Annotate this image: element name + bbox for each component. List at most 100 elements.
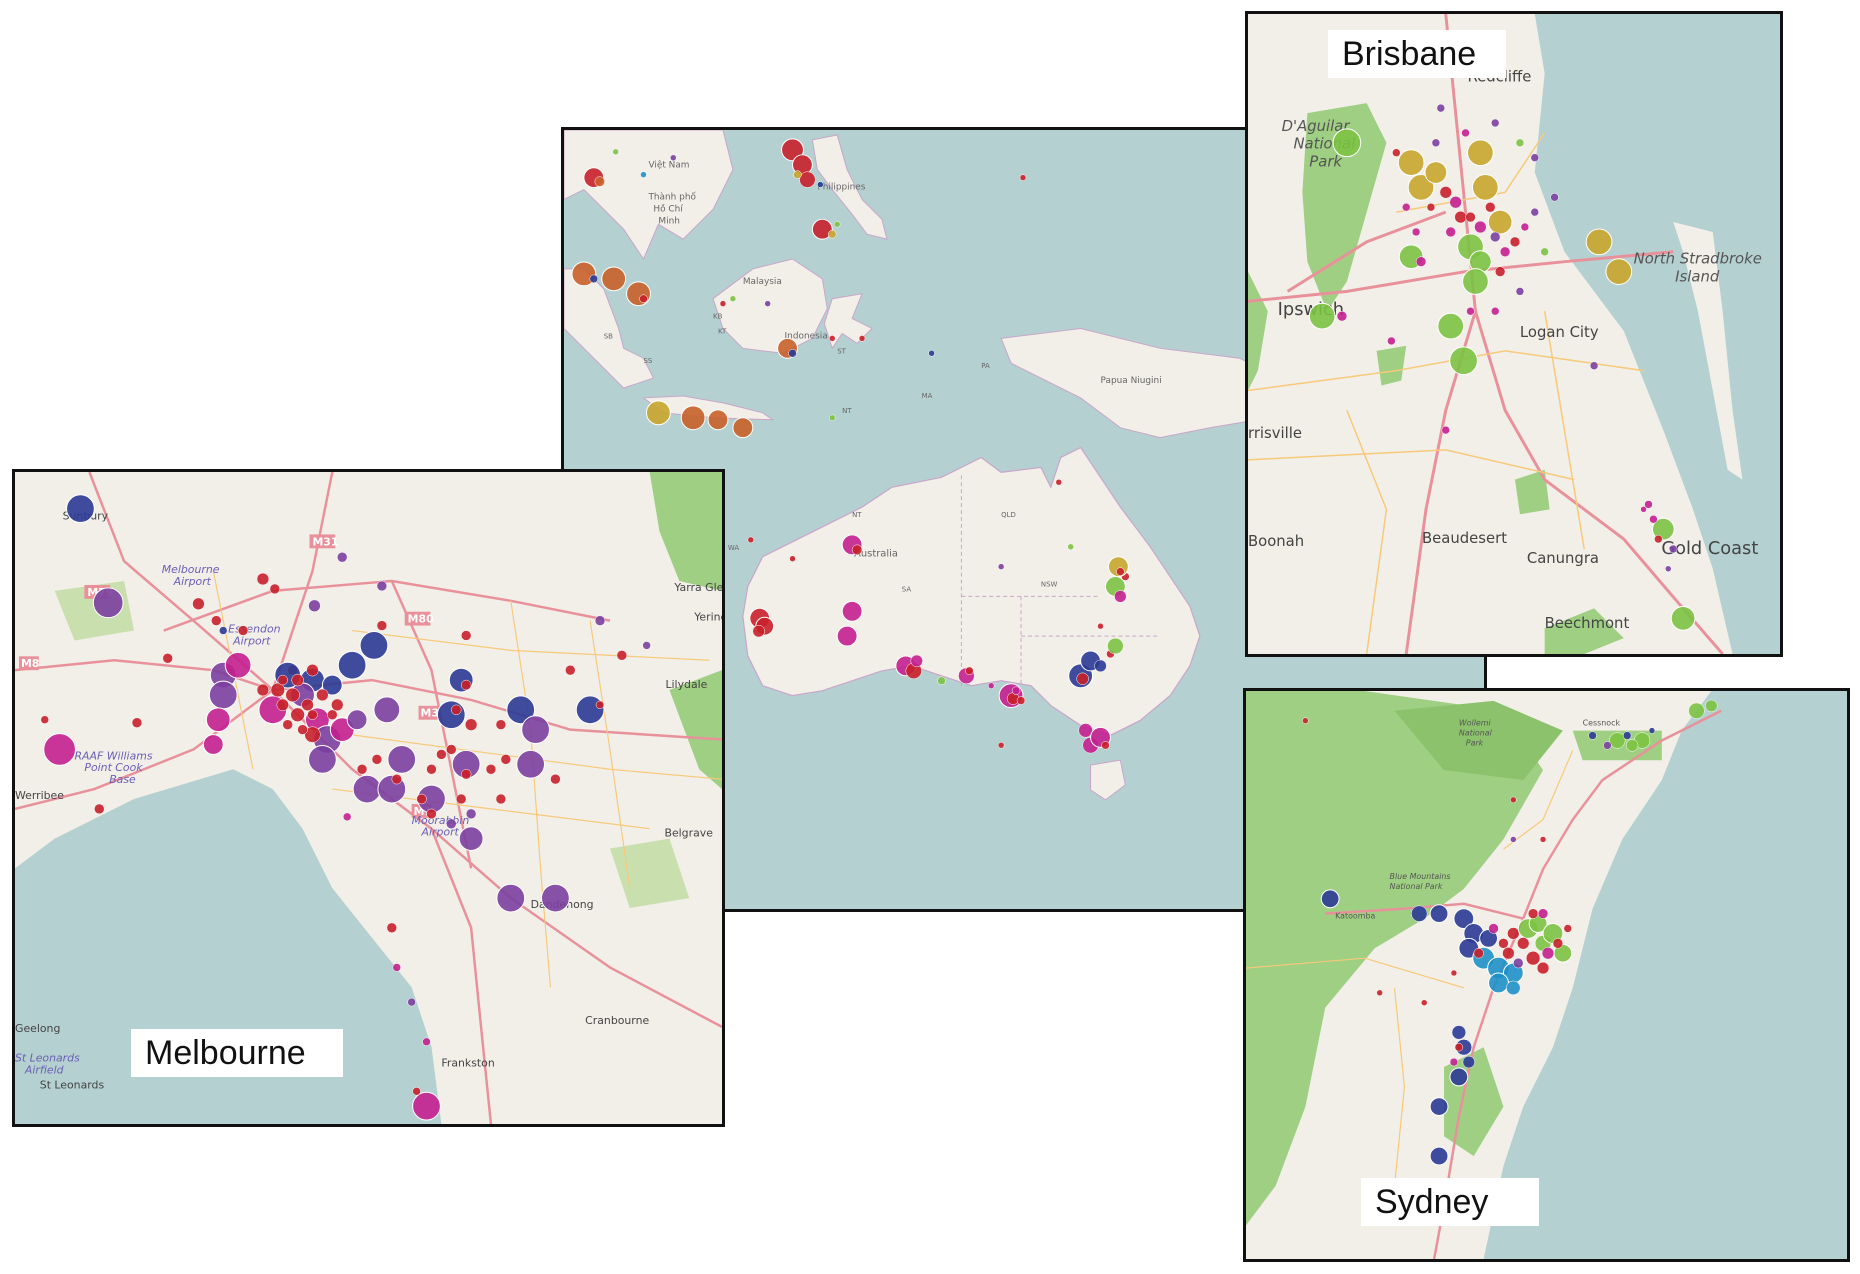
map-marker[interactable] xyxy=(1515,287,1525,296)
map-marker[interactable] xyxy=(1517,937,1530,950)
map-marker[interactable] xyxy=(321,674,343,696)
map-marker[interactable] xyxy=(828,229,837,239)
map-marker[interactable] xyxy=(392,963,401,972)
map-marker[interactable] xyxy=(436,700,466,730)
map-marker[interactable] xyxy=(1308,302,1336,330)
map-marker[interactable] xyxy=(391,773,402,785)
map-marker[interactable] xyxy=(997,563,1005,570)
map-marker[interactable] xyxy=(291,673,304,687)
map-marker[interactable] xyxy=(1474,220,1487,234)
map-marker[interactable] xyxy=(928,350,935,357)
map-marker[interactable] xyxy=(352,774,382,804)
map-marker[interactable] xyxy=(836,625,858,647)
map-marker[interactable] xyxy=(752,624,765,638)
map-marker[interactable] xyxy=(1114,590,1127,603)
map-marker[interactable] xyxy=(43,733,76,766)
map-marker[interactable] xyxy=(1332,128,1362,158)
map-marker[interactable] xyxy=(670,154,677,162)
map-marker[interactable] xyxy=(1439,186,1452,199)
map-marker[interactable] xyxy=(680,405,706,431)
map-marker[interactable] xyxy=(1471,174,1499,201)
map-marker[interactable] xyxy=(276,698,289,712)
map-marker[interactable] xyxy=(1688,702,1705,719)
map-marker[interactable] xyxy=(256,572,270,586)
map-marker[interactable] xyxy=(1670,605,1696,631)
map-marker[interactable] xyxy=(937,676,946,685)
map-marker[interactable] xyxy=(1491,307,1500,316)
map-marker[interactable] xyxy=(1320,889,1340,909)
map-marker[interactable] xyxy=(732,417,754,439)
map-marker[interactable] xyxy=(1445,226,1456,238)
map-marker[interactable] xyxy=(707,409,729,431)
map-marker[interactable] xyxy=(1488,923,1499,934)
map-marker[interactable] xyxy=(1705,699,1718,713)
map-marker[interactable] xyxy=(997,742,1005,749)
map-marker[interactable] xyxy=(1429,904,1449,924)
map-marker[interactable] xyxy=(595,700,605,710)
map-marker[interactable] xyxy=(1411,227,1421,237)
map-marker[interactable] xyxy=(589,274,599,284)
map-marker[interactable] xyxy=(799,171,816,188)
map-marker[interactable] xyxy=(308,599,321,612)
map-marker[interactable] xyxy=(1467,139,1494,167)
map-marker[interactable] xyxy=(496,883,526,913)
map-marker[interactable] xyxy=(987,682,995,689)
map-marker[interactable] xyxy=(500,754,512,765)
map-marker[interactable] xyxy=(626,281,651,307)
map-marker[interactable] xyxy=(270,682,285,698)
map-marker[interactable] xyxy=(290,707,305,722)
map-marker[interactable] xyxy=(1449,1067,1469,1087)
map-marker[interactable] xyxy=(594,615,606,626)
map-marker[interactable] xyxy=(1563,924,1572,933)
map-marker[interactable] xyxy=(426,808,437,820)
map-marker[interactable] xyxy=(1094,659,1107,673)
map-marker[interactable] xyxy=(131,717,143,728)
map-marker[interactable] xyxy=(306,663,319,677)
map-marker[interactable] xyxy=(1454,1043,1464,1052)
map-marker[interactable] xyxy=(373,696,401,724)
map-marker[interactable] xyxy=(446,744,457,755)
map-marker[interactable] xyxy=(1485,201,1496,213)
map-marker[interactable] xyxy=(781,138,804,162)
map-marker[interactable] xyxy=(1461,128,1470,138)
map-marker[interactable] xyxy=(277,674,288,686)
map-marker[interactable] xyxy=(1625,739,1639,752)
map-marker[interactable] xyxy=(1669,544,1678,554)
map-marker[interactable] xyxy=(495,719,507,730)
map-marker[interactable] xyxy=(387,744,417,774)
map-marker[interactable] xyxy=(386,922,398,934)
map-marker[interactable] xyxy=(464,718,478,731)
map-marker[interactable] xyxy=(1411,905,1428,922)
map-marker[interactable] xyxy=(1541,947,1555,960)
map-marker[interactable] xyxy=(337,650,367,680)
map-marker[interactable] xyxy=(1415,256,1427,267)
map-marker[interactable] xyxy=(1539,836,1547,843)
map-marker[interactable] xyxy=(616,650,628,661)
map-marker[interactable] xyxy=(793,170,802,179)
map-marker[interactable] xyxy=(1116,567,1125,576)
map-marker[interactable] xyxy=(211,615,222,626)
map-marker[interactable] xyxy=(460,769,472,780)
map-marker[interactable] xyxy=(331,698,344,712)
map-marker[interactable] xyxy=(1450,969,1458,977)
map-marker[interactable] xyxy=(376,580,388,592)
map-marker[interactable] xyxy=(1507,927,1520,940)
map-marker[interactable] xyxy=(301,698,314,712)
sydney-map[interactable]: Wollemi National Park Blue Mountains Nat… xyxy=(1243,688,1850,1262)
map-marker[interactable] xyxy=(269,583,281,595)
map-marker[interactable] xyxy=(1421,999,1428,1006)
map-marker[interactable] xyxy=(1622,731,1632,740)
map-marker[interactable] xyxy=(841,600,863,622)
map-marker[interactable] xyxy=(1437,312,1465,340)
map-marker[interactable] xyxy=(612,148,619,156)
map-marker[interactable] xyxy=(371,754,383,765)
map-marker[interactable] xyxy=(1520,222,1530,232)
map-marker[interactable] xyxy=(1453,908,1475,929)
map-marker[interactable] xyxy=(1654,534,1663,544)
map-marker[interactable] xyxy=(162,653,173,664)
map-marker[interactable] xyxy=(465,808,477,820)
map-marker[interactable] xyxy=(1019,174,1027,181)
map-marker[interactable] xyxy=(729,295,737,302)
map-marker[interactable] xyxy=(1055,479,1063,486)
map-marker[interactable] xyxy=(412,1087,421,1096)
